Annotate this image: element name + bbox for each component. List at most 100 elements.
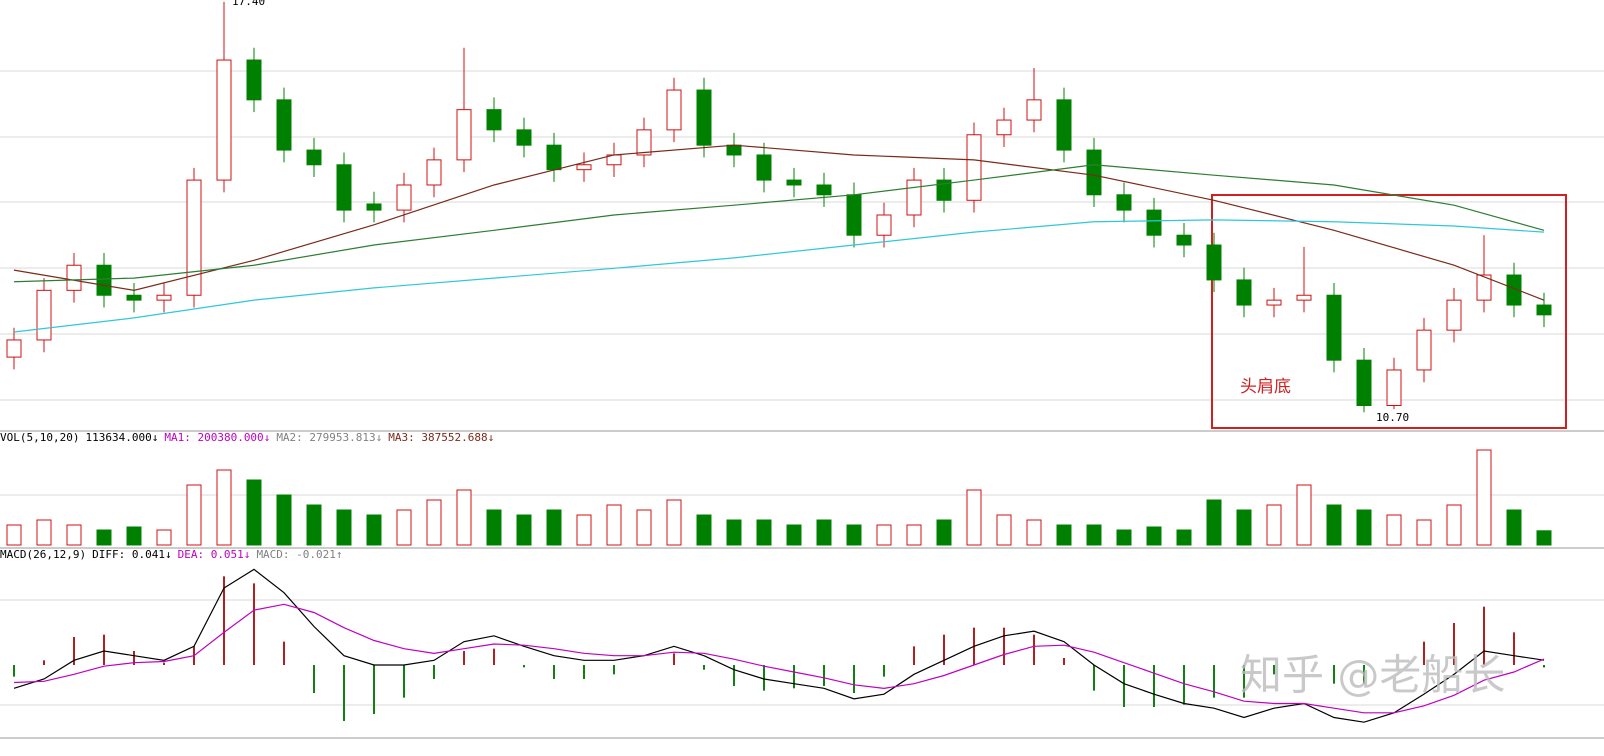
candle-body xyxy=(1416,329,1432,371)
candle-body xyxy=(696,89,712,146)
candle-body xyxy=(186,179,202,296)
candle-body xyxy=(1176,234,1192,246)
header-item: DIFF: 0.041↓ xyxy=(92,548,171,561)
header-item: MA1: 200380.000↓ xyxy=(164,431,270,444)
candle-body xyxy=(756,154,772,181)
candle-body xyxy=(276,99,292,151)
volume-bar xyxy=(1476,449,1492,546)
volume-bar xyxy=(876,524,892,546)
volume-bar xyxy=(996,514,1012,546)
candle-body xyxy=(1386,369,1402,406)
candle-body xyxy=(1236,279,1252,306)
volume-bar xyxy=(396,509,412,546)
volume-bar xyxy=(906,524,922,546)
candle-body xyxy=(966,134,982,201)
volume-bar xyxy=(1236,509,1252,546)
volume-bar xyxy=(276,494,292,546)
volume-bar xyxy=(1326,504,1342,546)
high-label: 17.40 xyxy=(232,0,265,8)
candle-body xyxy=(846,194,862,236)
candle-body xyxy=(336,164,352,211)
candle-body xyxy=(936,179,952,201)
volume-bar xyxy=(816,519,832,546)
candle-body xyxy=(1446,299,1462,331)
volume-bar xyxy=(1446,504,1462,546)
header-item: 113634.000↓ xyxy=(85,431,158,444)
volume-bar xyxy=(1506,509,1522,546)
candle-body xyxy=(1056,99,1072,151)
macd-diff-line xyxy=(13,568,1545,723)
volume-bar xyxy=(336,509,352,546)
candle-body xyxy=(66,264,82,291)
volume-bar xyxy=(666,499,682,546)
volume-bar xyxy=(1056,524,1072,546)
candle-body xyxy=(1266,299,1282,306)
header-item: MACD(26,12,9) xyxy=(0,548,86,561)
volume-bar xyxy=(426,499,442,546)
volume-bar xyxy=(1386,514,1402,546)
candle-body xyxy=(456,109,472,161)
header-item: VOL(5,10,20) xyxy=(0,431,79,444)
candle-body xyxy=(816,184,832,196)
volume-bar xyxy=(186,484,202,546)
volume-bar xyxy=(216,469,232,546)
moving-average xyxy=(13,219,1545,333)
volume-bar xyxy=(66,524,82,546)
volume-bar xyxy=(456,489,472,546)
candle-body xyxy=(906,179,922,216)
volume-bar xyxy=(756,519,772,546)
price-grid xyxy=(0,70,1604,706)
volume-bar xyxy=(6,524,22,546)
candle-body xyxy=(156,294,172,301)
volume-bar xyxy=(636,509,652,546)
candle-body xyxy=(1116,194,1132,211)
candle-body xyxy=(1536,304,1552,316)
candle-body xyxy=(6,339,22,358)
volume-bar xyxy=(366,514,382,546)
volume-bar xyxy=(936,519,952,546)
highlight-box xyxy=(1211,194,1567,429)
pattern-label: 头肩底 xyxy=(1240,377,1291,397)
macd-header: MACD(26,12,9) DIFF: 0.041↓ DEA: 0.051↓ MACD… xyxy=(0,548,343,561)
candle-body xyxy=(1326,294,1342,361)
volume-bar xyxy=(1356,509,1372,546)
volume-bar xyxy=(1086,524,1102,546)
volume-bar xyxy=(96,529,112,546)
volume-bar xyxy=(1296,484,1312,546)
volume-bar xyxy=(1146,526,1162,546)
moving-average xyxy=(13,144,1545,301)
volume-bar xyxy=(1206,499,1222,546)
volume-bar xyxy=(1266,504,1282,546)
volume-bar xyxy=(726,519,742,546)
volume-bar xyxy=(786,524,802,546)
candle-body xyxy=(486,109,502,131)
header-item: MA3: 387552.688↓ xyxy=(388,431,494,444)
volume-bar xyxy=(486,509,502,546)
candle-body xyxy=(876,214,892,236)
low-label: 10.70 xyxy=(1376,411,1409,424)
volume-bar xyxy=(546,509,562,546)
header-item: DEA: 0.051↓ xyxy=(178,548,251,561)
volume-bar xyxy=(1116,529,1132,546)
candle-body xyxy=(516,129,532,146)
volume-bar xyxy=(696,514,712,546)
moving-average xyxy=(13,164,1545,283)
candle-body xyxy=(366,203,382,211)
candle-body xyxy=(1086,149,1102,196)
candle-body xyxy=(666,89,682,131)
volume-bar xyxy=(126,526,142,546)
candle-body xyxy=(306,149,322,166)
volume-bar xyxy=(1026,519,1042,546)
volume-bar xyxy=(36,519,52,546)
candle-body xyxy=(246,59,262,101)
volume-bar xyxy=(1176,529,1192,546)
candle-body xyxy=(96,264,112,296)
volume-bar xyxy=(966,489,982,546)
macd-dea-line xyxy=(13,603,1545,714)
volume-bar xyxy=(156,529,172,546)
header-item: MA2: 279953.813↓ xyxy=(276,431,382,444)
candle-body xyxy=(396,184,412,211)
volume-bar xyxy=(576,514,592,546)
candle-body xyxy=(1206,244,1222,281)
